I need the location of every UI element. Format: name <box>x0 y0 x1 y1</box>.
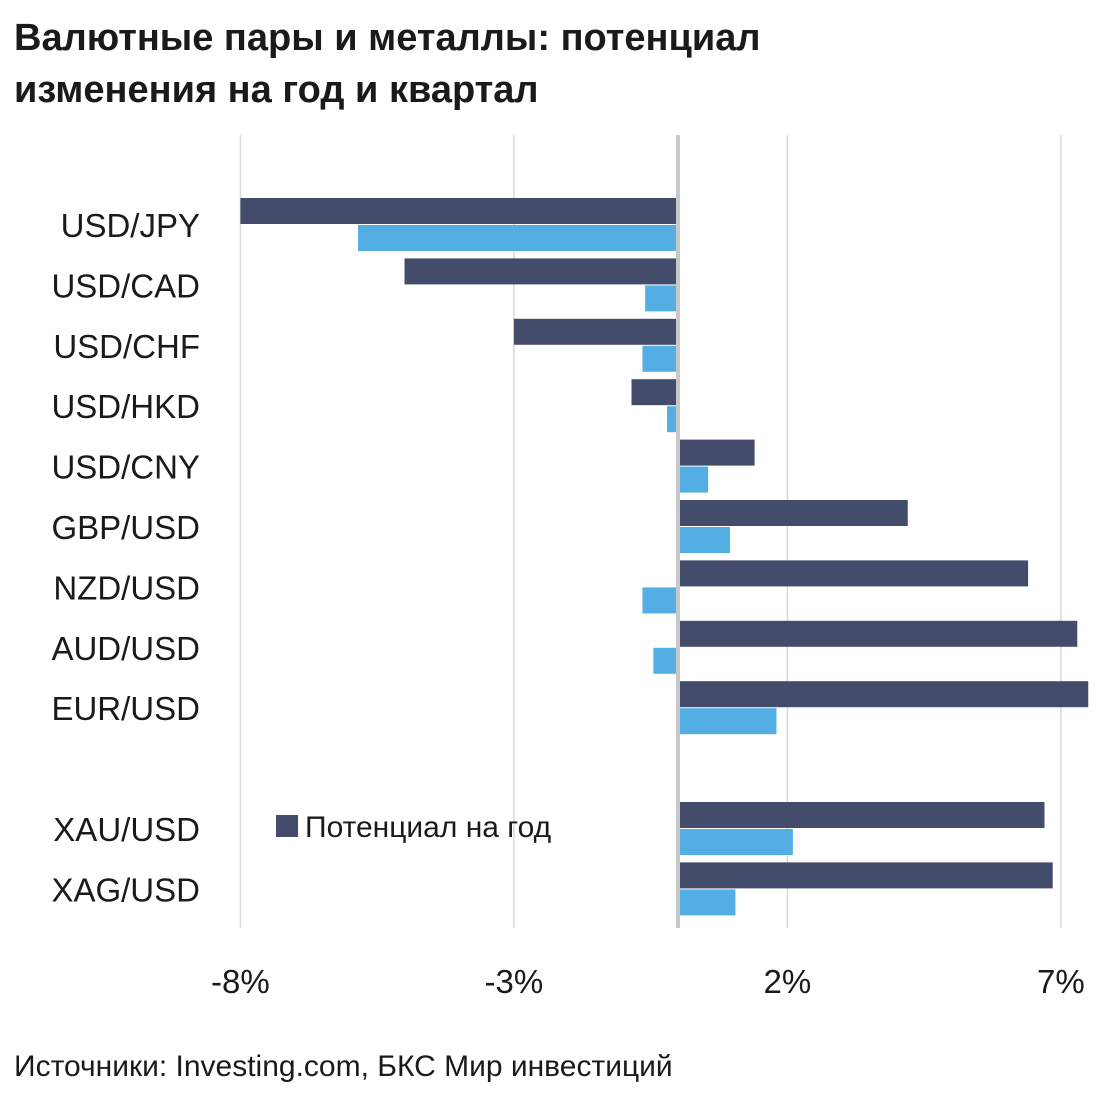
bar-quarter <box>680 889 736 916</box>
bar-quarter <box>645 285 676 312</box>
bar-quarter <box>642 587 676 614</box>
title-line-1: Валютные пары и металлы: потенциал <box>14 17 761 59</box>
category-label: USD/CHF <box>53 328 200 365</box>
legend-label: Потенциал на год <box>305 811 551 844</box>
category-label: USD/CNY <box>51 449 200 486</box>
legend-swatch <box>276 815 298 837</box>
x-tick-label: -8% <box>211 963 270 1000</box>
bar-year <box>680 620 1078 647</box>
x-tick-label: 7% <box>1037 963 1085 1000</box>
category-label: AUD/USD <box>51 630 200 667</box>
category-label: NZD/USD <box>53 569 200 606</box>
bar-year <box>240 198 676 224</box>
bar-quarter <box>680 466 709 493</box>
bar-year <box>680 802 1045 828</box>
bar-quarter <box>642 345 676 372</box>
bar-quarter <box>653 647 676 674</box>
category-label: USD/HKD <box>51 388 200 425</box>
source-note: Источники: Investing.com, БКС Мир инвест… <box>14 1050 673 1083</box>
category-label: XAU/USD <box>53 811 200 848</box>
category-label: USD/JPY <box>61 207 200 244</box>
bar-quarter <box>680 829 793 855</box>
bar-quarter <box>680 708 777 735</box>
category-label: XAG/USD <box>51 871 200 908</box>
category-label: GBP/USD <box>51 509 200 546</box>
title-line-2: изменения на год и квартал <box>14 69 539 111</box>
bar-year <box>680 500 908 526</box>
bar-quarter <box>667 406 676 433</box>
x-tick-label: 2% <box>764 963 812 1000</box>
chart-title: Валютные пары и металлы: потенциал измен… <box>14 12 1074 116</box>
bar-year <box>680 439 755 466</box>
category-label: EUR/USD <box>51 690 200 727</box>
bar-year <box>513 318 676 345</box>
bar-year <box>404 258 676 285</box>
bar-year <box>680 681 1089 708</box>
bar-year <box>680 862 1053 889</box>
bar-quarter <box>358 225 676 251</box>
bar-quarter <box>680 527 730 553</box>
category-label: USD/CAD <box>51 267 200 304</box>
x-tick-label: -3% <box>485 963 544 1000</box>
bar-year <box>631 379 676 406</box>
bar-chart: -8% -3% 2% 7% USD/JPY USD/CAD USD/CHF USD/HKD US… <box>51 135 1089 1000</box>
bar-year <box>680 560 1029 587</box>
